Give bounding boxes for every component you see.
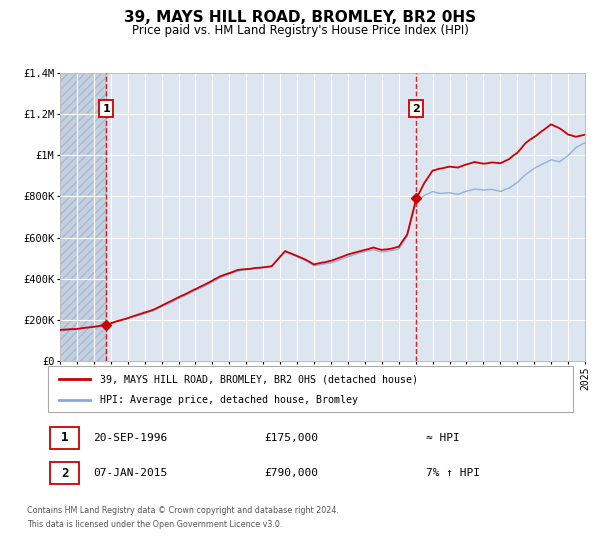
Text: £175,000: £175,000 (264, 433, 318, 443)
Text: This data is licensed under the Open Government Licence v3.0.: This data is licensed under the Open Gov… (27, 520, 283, 529)
FancyBboxPatch shape (48, 366, 573, 412)
Text: 1: 1 (61, 431, 68, 445)
Text: 07-JAN-2015: 07-JAN-2015 (93, 468, 167, 478)
FancyBboxPatch shape (50, 427, 79, 449)
Text: 1: 1 (102, 104, 110, 114)
Text: Price paid vs. HM Land Registry's House Price Index (HPI): Price paid vs. HM Land Registry's House … (131, 24, 469, 36)
Text: Contains HM Land Registry data © Crown copyright and database right 2024.: Contains HM Land Registry data © Crown c… (27, 506, 339, 515)
Text: 39, MAYS HILL ROAD, BROMLEY, BR2 0HS (detached house): 39, MAYS HILL ROAD, BROMLEY, BR2 0HS (de… (101, 375, 419, 385)
Text: 7% ↑ HPI: 7% ↑ HPI (426, 468, 480, 478)
Text: ≈ HPI: ≈ HPI (426, 433, 460, 443)
Text: 20-SEP-1996: 20-SEP-1996 (93, 433, 167, 443)
FancyBboxPatch shape (50, 462, 79, 484)
Text: 39, MAYS HILL ROAD, BROMLEY, BR2 0HS: 39, MAYS HILL ROAD, BROMLEY, BR2 0HS (124, 10, 476, 25)
Text: HPI: Average price, detached house, Bromley: HPI: Average price, detached house, Brom… (101, 395, 359, 405)
Text: £790,000: £790,000 (264, 468, 318, 478)
Polygon shape (60, 73, 106, 361)
Text: 2: 2 (412, 104, 420, 114)
Text: 2: 2 (61, 466, 68, 480)
